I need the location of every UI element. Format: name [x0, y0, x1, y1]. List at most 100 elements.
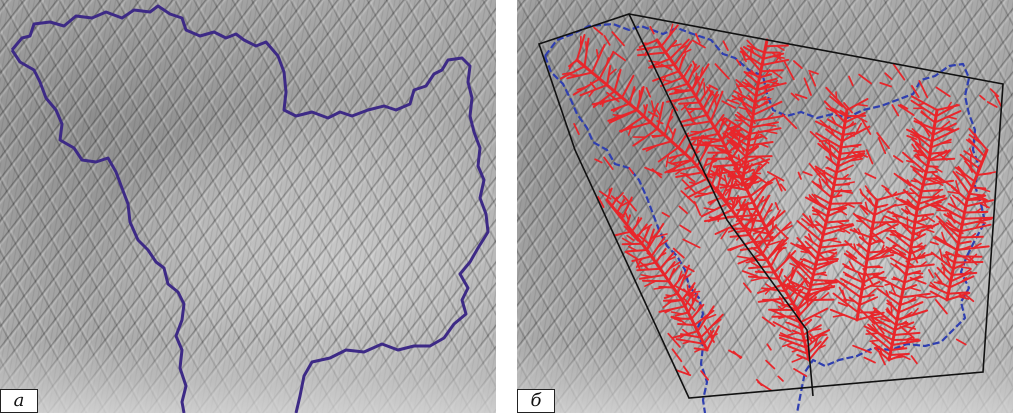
gully-segment — [906, 179, 912, 185]
gully-segment — [872, 273, 885, 282]
gully-segment — [790, 267, 794, 281]
gully-segment — [813, 337, 819, 349]
gully-segment — [920, 110, 930, 119]
gully-segment — [864, 201, 869, 212]
gully-segment — [931, 165, 943, 173]
gully-segment — [910, 248, 919, 264]
gully-segment — [923, 214, 936, 223]
gully-segment — [711, 318, 722, 327]
gully-segment — [927, 269, 935, 279]
gully-segment — [878, 345, 883, 355]
gully-segment — [759, 198, 768, 204]
gully-segment — [856, 103, 868, 107]
gully-segment — [943, 128, 954, 132]
gully-segment — [814, 334, 823, 341]
gully-segment — [910, 85, 920, 99]
shaded-relief-image — [517, 0, 1013, 413]
gully-segment — [766, 343, 772, 351]
gully-segment — [789, 262, 803, 270]
gully-segment — [871, 266, 883, 269]
gully-segment — [640, 274, 653, 278]
gully-segment — [884, 72, 893, 81]
gully-segment — [955, 171, 966, 179]
gully-segment — [755, 378, 763, 387]
gully-segment — [832, 314, 845, 318]
gully-segment — [826, 251, 838, 261]
gully-segment — [665, 153, 670, 168]
gully-segment — [675, 168, 684, 175]
gully-segment — [691, 39, 706, 49]
gully-segment — [856, 151, 869, 158]
gully-segment — [763, 85, 768, 94]
gully-segment — [612, 106, 622, 113]
gully-segment — [750, 69, 761, 80]
gully-segment — [947, 191, 961, 195]
gully-segment — [672, 247, 685, 259]
gully-segment — [675, 285, 693, 296]
gully-segment — [682, 328, 692, 337]
gully-segment — [909, 276, 927, 285]
gully-segment — [837, 229, 846, 233]
gully-segment — [975, 193, 985, 201]
gully-segment — [764, 130, 778, 135]
gully-segment — [765, 359, 776, 370]
gully-segment — [949, 196, 958, 209]
gully-segment — [924, 177, 937, 184]
gully-segment — [905, 337, 912, 344]
gully-segment — [891, 211, 901, 224]
gully-segment — [917, 133, 922, 148]
gully-segment — [889, 251, 899, 255]
gully-segment — [682, 48, 692, 55]
gully-segment — [930, 194, 940, 201]
gully-segment — [736, 111, 747, 120]
study-area-divider-line — [628, 13, 814, 397]
gully-segment — [735, 83, 743, 94]
gully-segment — [766, 240, 781, 247]
map-overlay-b — [537, 13, 1004, 413]
gully-segment — [848, 121, 855, 127]
gully-segment — [791, 284, 796, 293]
gully-segment — [743, 219, 754, 227]
gully-segment — [819, 119, 831, 130]
gully-segment — [867, 311, 876, 316]
gully-segment — [783, 275, 796, 287]
gully-segment — [840, 190, 854, 194]
gully-segment — [697, 192, 707, 195]
gully-segment — [857, 272, 866, 287]
gully-segment — [726, 98, 740, 105]
gully-segment — [906, 134, 918, 141]
gully-segment — [735, 135, 745, 153]
gully-segment — [628, 167, 634, 175]
gully-segment — [661, 211, 670, 218]
gully-segment — [873, 315, 886, 319]
gully-segment — [913, 220, 934, 230]
gully-segment — [759, 133, 768, 140]
gully-segment — [750, 261, 761, 269]
gully-segment — [758, 233, 769, 249]
gully-segment — [682, 296, 696, 312]
gully-segment — [711, 158, 721, 162]
gully-segment — [588, 89, 595, 97]
gully-segment — [971, 242, 982, 249]
gully-segment — [765, 283, 775, 291]
gully-segment — [918, 80, 929, 99]
gully-segment — [611, 31, 625, 47]
gully-segment — [680, 190, 696, 205]
gully-segment — [746, 74, 753, 79]
gully-segment — [740, 50, 747, 63]
gully-segment — [573, 123, 580, 136]
gully-segment — [841, 173, 849, 180]
gully-segment — [729, 196, 738, 199]
gully-segment — [929, 281, 940, 291]
gully-segment — [777, 375, 784, 382]
gully-segment — [870, 316, 885, 335]
gully-segment — [977, 187, 991, 193]
gully-segment — [864, 172, 877, 180]
gully-segment — [955, 252, 971, 262]
gully-segment — [817, 344, 826, 350]
gully-segment — [643, 104, 647, 112]
gully-segment — [891, 246, 907, 256]
gully-segment — [880, 244, 885, 254]
gully-segment — [835, 188, 843, 198]
gully-segment — [946, 116, 957, 120]
